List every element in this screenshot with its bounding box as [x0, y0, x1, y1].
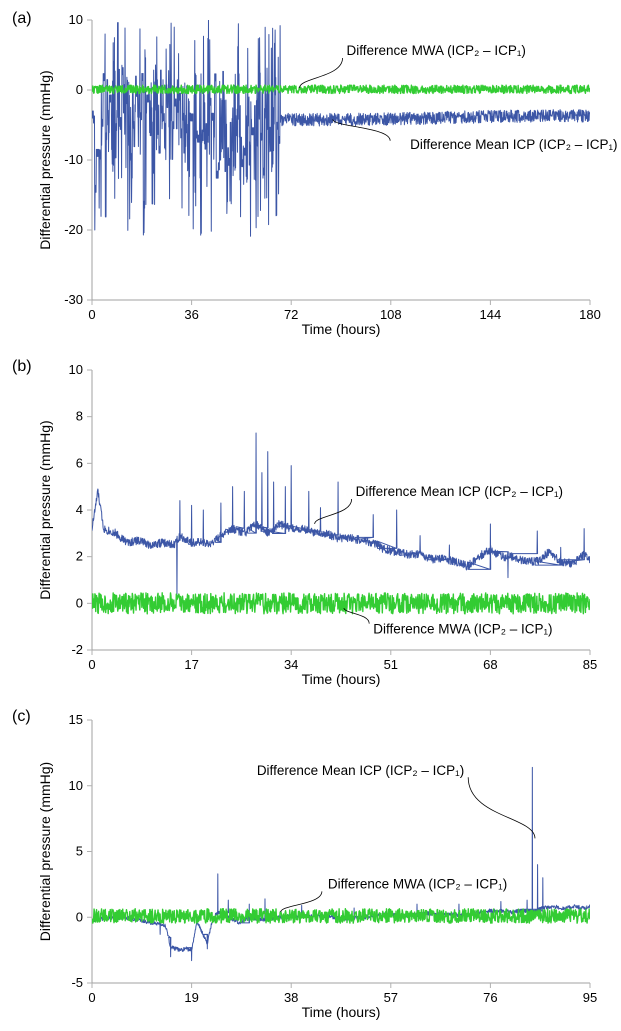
svg-text:-2: -2 [71, 642, 83, 657]
svg-text:0: 0 [76, 82, 83, 97]
svg-text:17: 17 [184, 657, 198, 672]
svg-text:0: 0 [88, 990, 95, 1005]
svg-text:Difference Mean ICP (ICP₂ – IC: Difference Mean ICP (ICP₂ – ICP₁) [356, 484, 563, 499]
svg-text:10: 10 [69, 12, 83, 27]
panel-label-a: (a) [12, 10, 32, 28]
svg-text:10: 10 [69, 362, 83, 377]
svg-text:36: 36 [184, 307, 198, 322]
panel-label-c: (c) [12, 708, 31, 726]
svg-text:6: 6 [76, 455, 83, 470]
svg-text:57: 57 [384, 990, 398, 1005]
svg-text:Time (hours): Time (hours) [302, 1004, 381, 1020]
panel-label-b: (b) [12, 358, 32, 376]
svg-text:0: 0 [76, 595, 83, 610]
svg-text:19: 19 [184, 990, 198, 1005]
svg-text:-5: -5 [71, 975, 83, 990]
svg-text:-20: -20 [64, 222, 83, 237]
svg-text:180: 180 [579, 307, 601, 322]
svg-text:108: 108 [380, 307, 402, 322]
svg-text:15: 15 [69, 712, 83, 727]
svg-text:10: 10 [69, 778, 83, 793]
svg-text:Difference Mean ICP (ICP₂ – IC: Difference Mean ICP (ICP₂ – ICP₁) [410, 137, 617, 152]
plots-svg: 03672108144180-30-20-10010Time (hours)Di… [0, 0, 621, 1031]
svg-text:0: 0 [88, 657, 95, 672]
svg-text:Differential pressure (mmHg): Differential pressure (mmHg) [37, 70, 53, 249]
svg-text:76: 76 [483, 990, 497, 1005]
svg-text:Difference MWA (ICP₂ – ICP₁): Difference MWA (ICP₂ – ICP₁) [347, 43, 526, 58]
svg-text:34: 34 [284, 657, 298, 672]
svg-text:85: 85 [583, 657, 597, 672]
svg-text:-30: -30 [64, 292, 83, 307]
svg-text:Time (hours): Time (hours) [302, 671, 381, 687]
svg-text:38: 38 [284, 990, 298, 1005]
svg-text:0: 0 [88, 307, 95, 322]
svg-text:Time (hours): Time (hours) [302, 321, 381, 337]
svg-text:0: 0 [76, 909, 83, 924]
svg-text:2: 2 [76, 549, 83, 564]
svg-text:95: 95 [583, 990, 597, 1005]
svg-text:8: 8 [76, 409, 83, 424]
svg-text:4: 4 [76, 502, 83, 517]
svg-text:72: 72 [284, 307, 298, 322]
svg-text:Difference Mean ICP (ICP₂ – IC: Difference Mean ICP (ICP₂ – ICP₁) [257, 763, 464, 778]
svg-text:Differential pressure (mmHg): Differential pressure (mmHg) [37, 762, 53, 941]
svg-text:Difference MWA (ICP₂ – ICP₁): Difference MWA (ICP₂ – ICP₁) [328, 876, 507, 891]
svg-text:-10: -10 [64, 152, 83, 167]
svg-text:144: 144 [480, 307, 502, 322]
svg-text:Differential pressure (mmHg): Differential pressure (mmHg) [37, 420, 53, 599]
svg-text:51: 51 [384, 657, 398, 672]
svg-text:5: 5 [76, 844, 83, 859]
svg-text:68: 68 [483, 657, 497, 672]
svg-text:Difference MWA (ICP₂ – ICP₁): Difference MWA (ICP₂ – ICP₁) [373, 622, 552, 637]
